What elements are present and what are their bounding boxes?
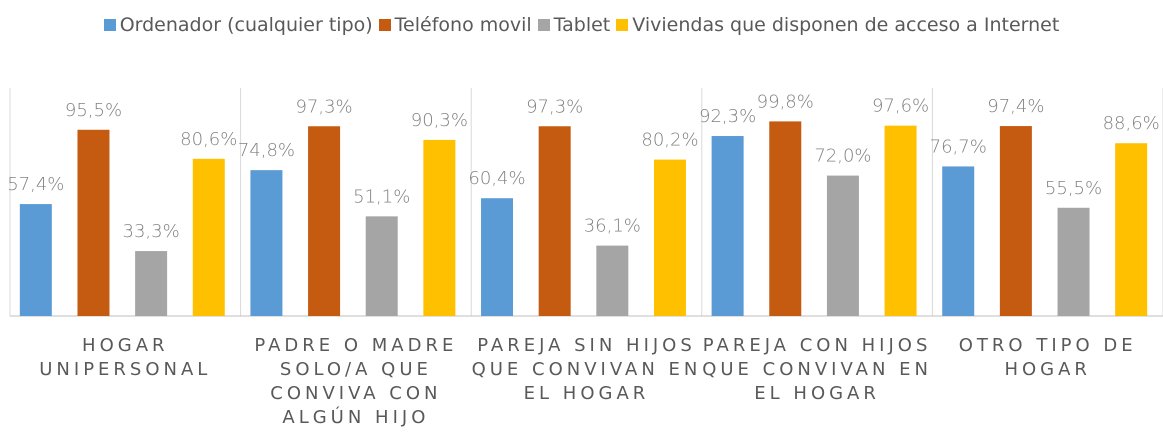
data-label: 80,6% (180, 129, 237, 150)
legend: Ordenador (cualquier tipo) Teléfono movil… (0, 14, 1163, 36)
data-label: 36,1% (584, 216, 641, 237)
bar (884, 125, 917, 317)
x-tick-label: PAREJA CON HIJOS QUE CONVIVAN EN EL HOGA… (702, 335, 932, 404)
data-label: 97,4% (987, 96, 1044, 117)
legend-label: Tablet (553, 14, 611, 36)
data-label: 88,6% (1103, 113, 1160, 134)
data-label: 80,2% (641, 130, 698, 151)
legend-item: Teléfono movil (378, 14, 532, 36)
data-label: 72,0% (814, 146, 871, 167)
bar (1057, 207, 1090, 316)
legend-item: Viviendas que disponen de acceso a Inter… (616, 14, 1059, 36)
bar (1115, 143, 1148, 316)
bar (596, 245, 629, 316)
bar (769, 121, 802, 316)
legend-swatch (537, 19, 550, 31)
data-label: 74,8% (238, 140, 295, 161)
legend-item: Ordenador (cualquier tipo) (103, 14, 373, 36)
data-label: 95,5% (65, 100, 122, 121)
bar (365, 216, 398, 316)
data-label: 76,7% (930, 136, 987, 157)
bar (250, 170, 283, 316)
data-label: 51,1% (353, 186, 410, 207)
bar (135, 251, 168, 316)
legend-label: Viviendas que disponen de acceso a Inter… (632, 14, 1060, 36)
data-label: 92,3% (699, 106, 756, 127)
legend-item: Tablet (537, 14, 611, 36)
data-label: 57,4% (7, 174, 64, 195)
bar (538, 126, 571, 316)
data-label: 60,4% (468, 168, 525, 189)
bar (192, 158, 225, 316)
x-tick-label: HOGAR UNIPERSONAL (39, 335, 212, 380)
legend-swatch (616, 19, 629, 31)
bar (481, 198, 514, 316)
data-label: 33,3% (123, 221, 180, 242)
x-tick-label: PADRE O MADRE SOLO/A QUE CONVIVA CON ALG… (254, 335, 458, 428)
legend-swatch (378, 19, 391, 31)
bar (711, 136, 744, 316)
bar (423, 139, 456, 316)
bar (826, 175, 859, 316)
bar (308, 126, 341, 316)
legend-label: Teléfono movil (394, 14, 532, 36)
data-label: 97,3% (295, 96, 352, 117)
bar (653, 159, 686, 316)
data-label: 55,5% (1045, 178, 1102, 199)
legend-swatch (103, 19, 116, 31)
data-label: 99,8% (757, 91, 814, 112)
bar (77, 129, 110, 316)
bar (19, 204, 52, 316)
legend-label: Ordenador (cualquier tipo) (119, 14, 373, 36)
x-tick-label: OTRO TIPO DE HOGAR (958, 335, 1137, 380)
bar (942, 166, 975, 316)
data-label: 97,6% (872, 96, 929, 117)
data-label: 90,3% (411, 110, 468, 131)
bar (999, 126, 1032, 316)
x-tick-label: PAREJA SIN HIJOS QUE CONVIVAN EN EL HOGA… (471, 335, 702, 404)
data-label: 97,3% (526, 96, 583, 117)
